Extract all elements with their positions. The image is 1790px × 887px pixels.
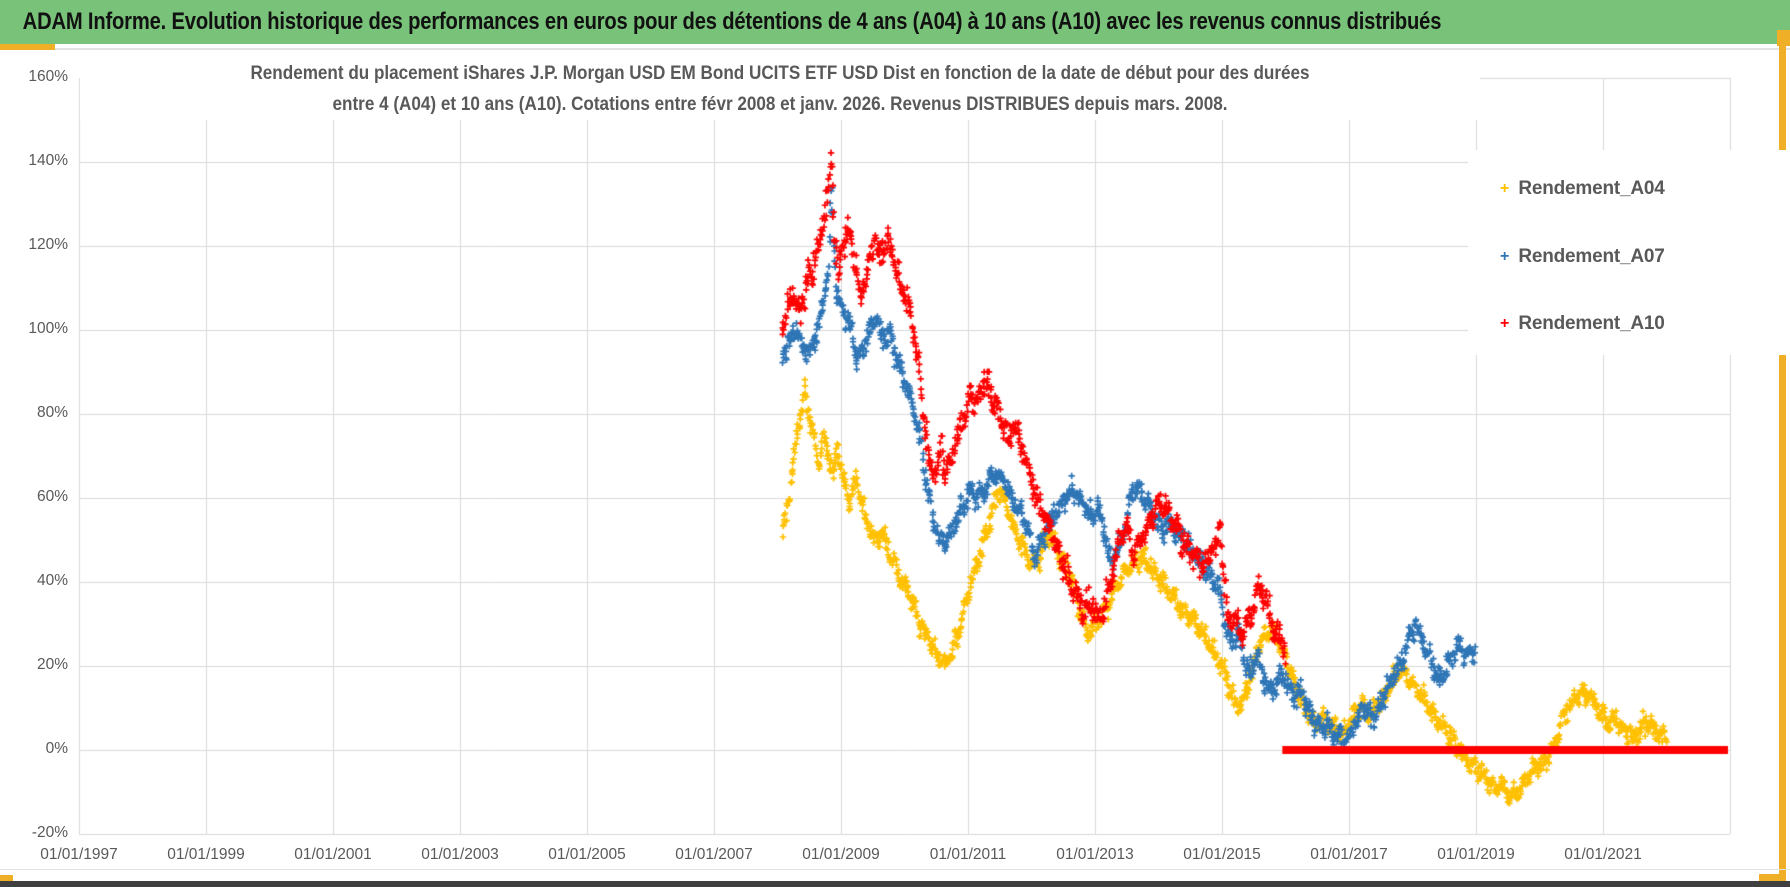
chart-title: Rendement du placement iShares J.P. Morg…	[80, 58, 1480, 120]
y-axis-tick-label: -20%	[31, 824, 68, 841]
x-axis-tick-label: 01/01/2009	[802, 846, 880, 863]
y-axis-tick-label: 140%	[28, 152, 68, 169]
y-axis-tick-label: 40%	[36, 572, 68, 589]
x-axis-tick-label: 01/01/2017	[1310, 846, 1388, 863]
x-axis-tick-label: 01/01/2005	[548, 846, 626, 863]
legend-item-rendement-a07: + Rendement_A07	[1500, 246, 1665, 268]
plus-marker-icon: +	[1500, 315, 1510, 332]
plus-marker-icon: +	[1500, 180, 1510, 197]
legend-label: Rendement_A07	[1518, 246, 1665, 267]
y-axis-tick-label: 20%	[36, 656, 68, 673]
y-axis-tick-label: 160%	[28, 68, 68, 85]
legend-item-rendement-a10: + Rendement_A10	[1500, 313, 1665, 335]
x-axis-tick-label: 01/01/1999	[167, 846, 245, 863]
x-axis-tick-label: 01/01/2015	[1183, 846, 1261, 863]
y-axis-tick-label: 60%	[36, 488, 68, 505]
plus-marker-icon: +	[1500, 248, 1510, 265]
legend-label: Rendement_A10	[1518, 313, 1665, 334]
y-axis-tick-label: 120%	[28, 236, 68, 253]
x-axis-tick-label: 01/01/2013	[1056, 846, 1134, 863]
chart-title-line1: Rendement du placement iShares J.P. Morg…	[250, 63, 1310, 84]
x-axis-tick-label: 01/01/2001	[294, 846, 372, 863]
chart-title-line2: entre 4 (A04) et 10 ans (A10). Cotations…	[332, 94, 1228, 115]
x-axis-tick-label: 01/01/2021	[1564, 846, 1642, 863]
y-axis-tick-label: 100%	[28, 320, 68, 337]
x-axis-tick-label: 01/01/2011	[929, 846, 1007, 863]
y-axis-tick-label: 0%	[45, 740, 68, 757]
y-axis-tick-label: 80%	[36, 404, 68, 421]
x-axis-tick-label: 01/01/1997	[40, 846, 118, 863]
legend-background	[1468, 150, 1786, 355]
x-axis-tick-label: 01/01/2003	[421, 846, 499, 863]
x-axis-tick-label: 01/01/2007	[675, 846, 753, 863]
x-axis-tick-label: 01/01/2019	[1437, 846, 1515, 863]
legend-item-rendement-a04: + Rendement_A04	[1500, 178, 1665, 200]
legend-label: Rendement_A04	[1518, 178, 1665, 199]
